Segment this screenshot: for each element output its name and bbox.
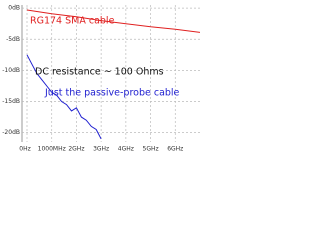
series-line <box>26 54 102 140</box>
x-tick-label: 2GHz <box>68 146 84 153</box>
y-tick-label: -10dB <box>2 67 20 74</box>
annotation: Just the passive-probe cable <box>44 88 180 99</box>
series-line <box>26 9 201 33</box>
y-tick-label: -20dB <box>2 129 20 136</box>
background <box>0 0 200 155</box>
x-tick-label: 6GHz <box>167 146 183 153</box>
y-tick-label: -15dB <box>2 98 20 105</box>
x-tick-label: 0Hz <box>19 146 30 153</box>
x-tick-label: 3GHz <box>93 146 109 153</box>
x-tick-label: 1000MHz <box>38 146 66 153</box>
y-tick-label: 0dB <box>8 5 20 12</box>
y-tick-label: -5dB <box>6 36 20 43</box>
x-tick-label: 4GHz <box>118 146 134 153</box>
chart: 0dB -5dB -10dB -15dB -20dB 0Hz 1000MHz 2GHz 3GHz… <box>0 0 201 155</box>
annotation: DC resistance ~ 100 Ohms <box>35 67 164 78</box>
annotation: RG174 SMA cable <box>30 16 115 27</box>
x-tick-label: 5GHz <box>143 146 159 153</box>
